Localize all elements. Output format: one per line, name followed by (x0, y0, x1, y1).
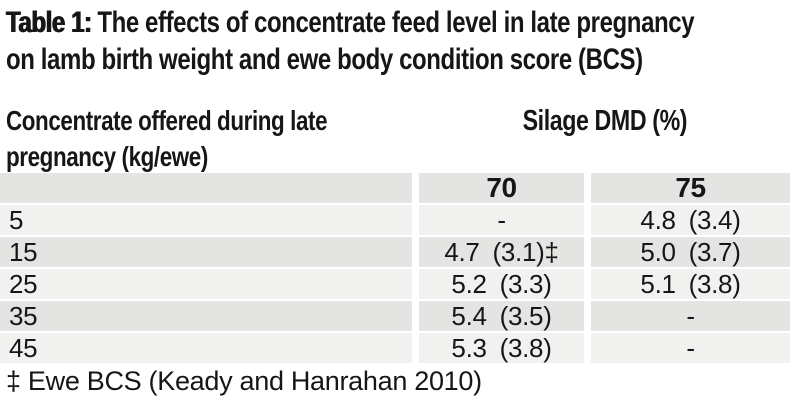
row-header-cell: Concentrate offered during late pregnanc… (0, 103, 420, 175)
column-headers: Concentrate offered during late pregnanc… (0, 103, 790, 175)
row-label: 35 (0, 301, 412, 331)
column-divider (412, 205, 419, 235)
table-cell: 5.1 (3.8) (591, 269, 790, 299)
table-row: 15 4.7 (3.1)‡ 5.0 (3.7) (0, 237, 790, 267)
column-divider (584, 237, 591, 267)
column-group-header-cell: Silage DMD (%) (420, 103, 790, 175)
table-cell: - (419, 205, 584, 235)
column-divider (412, 269, 419, 299)
row-label: 25 (0, 269, 412, 299)
subheader-empty-cell (0, 173, 412, 203)
data-table: 70 75 5 - 4.8 (3.4) 15 4.7 (3.1)‡ 5.0 (3… (0, 172, 790, 365)
table-footnote: ‡ Ewe BCS (Keady and Hanrahan 2010) (6, 366, 482, 396)
row-label: 45 (0, 333, 412, 363)
column-divider (412, 237, 419, 267)
row-label: 15 (0, 237, 412, 267)
column-divider (584, 205, 591, 235)
column-group-header-label: Silage DMD (%) (522, 105, 688, 137)
column-divider (584, 333, 591, 363)
row-label: 5 (0, 205, 412, 235)
table-number-label: Table 1: (6, 6, 92, 39)
column-divider (584, 301, 591, 331)
column-divider (412, 173, 419, 203)
table-subheader-row: 70 75 (0, 172, 790, 203)
table-cell: 5.2 (3.3) (419, 269, 584, 299)
table-title-line2: on lamb birth weight and ewe body condit… (6, 43, 643, 76)
table-cell: 4.8 (3.4) (591, 205, 790, 235)
table-row: 5 - 4.8 (3.4) (0, 205, 790, 235)
column-divider (412, 333, 419, 363)
table-title: Table 1: The effects of concentrate feed … (6, 4, 695, 78)
table-row: 45 5.3 (3.8) - (0, 333, 790, 363)
row-header-label: Concentrate offered during late pregnanc… (6, 105, 328, 172)
table-title-line1: The effects of concentrate feed level in… (97, 6, 695, 39)
column-header-70: 70 (419, 172, 584, 203)
table-cell: 4.7 (3.1)‡ (419, 237, 584, 267)
table-cell: - (591, 333, 790, 363)
table-cell: 5.3 (3.8) (419, 333, 584, 363)
table-cell: - (591, 301, 790, 331)
table-row: 35 5.4 (3.5) - (0, 301, 790, 331)
column-divider (584, 173, 591, 203)
column-divider (584, 269, 591, 299)
table-cell: 5.4 (3.5) (419, 301, 584, 331)
column-header-75: 75 (591, 172, 790, 203)
table-row: 25 5.2 (3.3) 5.1 (3.8) (0, 269, 790, 299)
column-divider (412, 301, 419, 331)
table-cell: 5.0 (3.7) (591, 237, 790, 267)
